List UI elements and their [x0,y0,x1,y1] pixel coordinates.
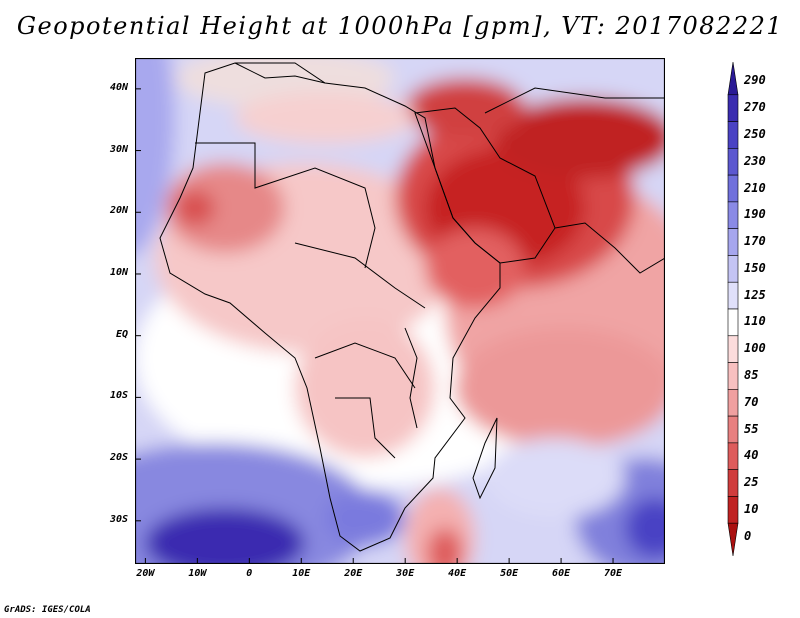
colorbar-segment [727,496,739,524]
colorbar [727,61,739,557]
geopotential-map [135,58,665,564]
lat-tick-label: 30N [109,143,128,155]
lon-tick-label: 0 [246,568,253,579]
colorbar-segment [727,281,739,310]
colorbar-segment [727,362,739,390]
lon-tick-label: 70E [604,568,623,579]
colorbar-label: 125 [744,287,766,302]
map-panel [135,58,665,564]
colorbar-segment [727,121,739,149]
colorbar-label: 110 [744,314,766,329]
lon-tick-label: 50E [500,568,519,579]
colorbar-segment [727,415,739,444]
colorbar-segment [727,174,739,203]
colorbar-label: 0 [744,528,752,543]
colorbar-segment [727,94,739,122]
colorbar-label: 210 [744,180,766,195]
colorbar-segment [727,442,739,470]
colorbar-segment [727,148,739,176]
colorbar-segment [727,308,739,337]
lon-tick-label: 20E [344,568,363,579]
colorbar-segment [727,469,739,497]
colorbar-label: 170 [744,234,766,249]
lon-tick-label: 40E [448,568,467,579]
colorbar-segment [727,201,739,229]
colorbar-segment [727,522,739,557]
colorbar-segment [727,228,739,256]
colorbar-segment [727,389,739,417]
lat-tick-label: 40N [109,81,128,93]
lat-tick-label: 10S [109,390,128,402]
colorbar-label: 230 [744,153,766,168]
colorbar-label: 85 [744,367,759,382]
colorbar-label: 55 [744,421,759,436]
lon-tick-label: 10E [292,568,311,579]
colorbar-label: 70 [744,394,759,409]
colorbar-segment [727,335,739,363]
colorbar-label: 100 [744,341,766,356]
colorbar-label: 190 [744,207,766,222]
lon-tick-label: 10W [188,568,207,579]
colorbar-segment [727,61,739,96]
lon-tick-label: 20W [136,568,155,579]
colorbar-label: 150 [744,260,766,275]
map-frame [135,58,665,564]
height-field [135,58,665,564]
lon-tick-label: 30E [396,568,415,579]
colorbar-label: 270 [744,100,766,115]
lat-tick-label: 10N [109,266,128,278]
colorbar-label: 290 [744,73,766,88]
y-tick-marks [135,88,141,522]
lon-tick-label: 60E [552,568,571,579]
lat-tick-label: 20S [109,452,128,464]
colorbar-label: 25 [744,475,759,490]
lat-tick-label: 30S [109,513,128,525]
colorbar-segment [727,255,739,283]
lat-tick-label: EQ [115,328,128,340]
coastlines [159,62,665,552]
colorbar-label: 40 [744,448,759,463]
x-tick-marks [144,558,614,564]
map-title: Geopotential Height at 1000hPa [gpm], VT… [16,12,784,40]
lat-tick-label: 20N [109,205,128,217]
colorbar-label: 250 [744,126,766,141]
colorbar-label: 10 [744,501,759,516]
grads-credit: GrADS: IGES/COLA [4,605,91,615]
